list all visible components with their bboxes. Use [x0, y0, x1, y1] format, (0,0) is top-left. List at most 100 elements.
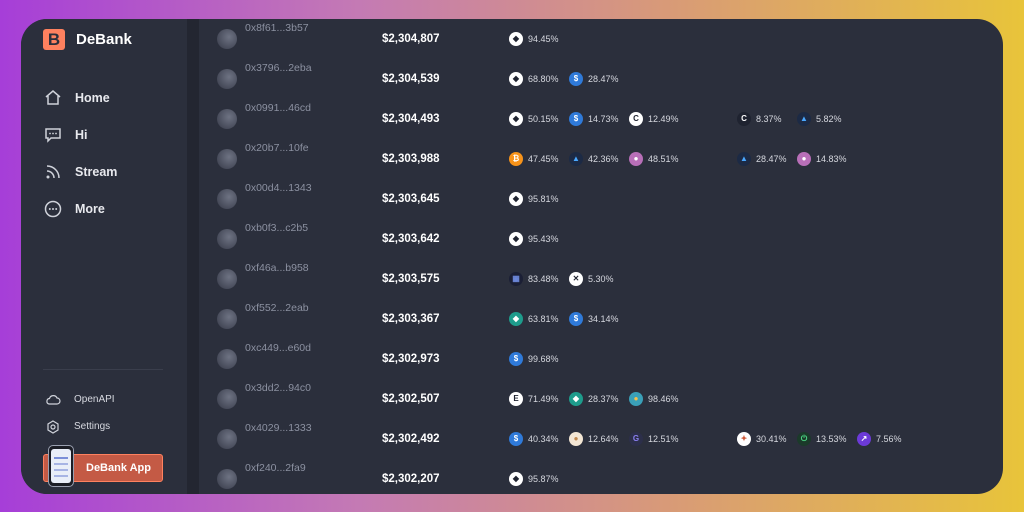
asset-chip: ⏻ 13.53% — [797, 419, 847, 459]
logo[interactable]: B DeBank — [43, 29, 132, 50]
net-worth-value: $2,304,539 — [382, 73, 440, 85]
holder-row[interactable]: 0xf46a...b958 $2,303,575 ▦ 83.48% ✕ 5.30% — [199, 259, 1003, 299]
nav-item-stream[interactable]: Stream — [43, 153, 117, 190]
wallet-address[interactable]: 0x3796...2eba — [245, 62, 312, 74]
asset-percentage: 48.51% — [648, 154, 679, 164]
asset-chip: ● 12.64% — [569, 419, 619, 459]
nav-item-openapi[interactable]: OpenAPI — [45, 386, 115, 413]
sidebar-gutter — [187, 19, 199, 494]
nav-item-more[interactable]: More — [43, 190, 117, 227]
asset-chip: C 8.37% — [737, 99, 782, 139]
wallet-address[interactable]: 0x4029...1333 — [245, 422, 312, 434]
holder-row[interactable]: 0x0991...46cd $2,304,493 ◆ 50.15% $14.73% C 12… — [199, 99, 1003, 139]
gear-icon — [47, 419, 59, 434]
holder-row[interactable]: 0xf552...2eab $2,303,367 ◆ 63.81% $34.14% — [199, 299, 1003, 339]
asset-chip: ◆ 95.43% — [509, 219, 559, 259]
nav-label: Settings — [74, 421, 111, 432]
avatar — [217, 149, 237, 169]
eth-token-icon: ◆ — [509, 112, 523, 126]
holder-row[interactable]: 0xc449...e60d $2,302,973 $99.68% — [199, 339, 1003, 379]
wallet-address[interactable]: 0x00d4...1343 — [245, 182, 312, 194]
asset-chip: ₿ 47.45% — [509, 139, 559, 179]
wallet-address[interactable]: 0x20b7...10fe — [245, 142, 309, 154]
net-worth-value: $2,303,642 — [382, 233, 440, 245]
asset-percentage: 28.37% — [588, 394, 619, 404]
nav-item-settings[interactable]: Settings — [45, 413, 115, 440]
asset-percentage: 7.56% — [876, 434, 902, 444]
usdc-token-icon: $ — [569, 312, 583, 326]
btc-token-icon: ₿ — [509, 152, 523, 166]
holder-row[interactable]: 0xb0f3...c2b5 $2,303,642 ◆ 95.43% — [199, 219, 1003, 259]
asset-percentage: 13.53% — [816, 434, 847, 444]
c-token-icon: C — [629, 112, 643, 126]
asset-percentage: 28.47% — [588, 74, 619, 84]
holders-list: 0x8f61...3b57 $2,304,807 ◆ 94.45% 0x3796...2… — [199, 19, 1003, 494]
ghost-token-icon: ● — [797, 152, 811, 166]
asset-percentage: 99.68% — [528, 354, 559, 364]
holder-row[interactable]: 0x20b7...10fe $2,303,988 ₿ 47.45% ▲ 42.36% ● 48… — [199, 139, 1003, 179]
asset-chip: ▦ 83.48% — [509, 259, 559, 299]
asset-percentage: 12.51% — [648, 434, 679, 444]
wallet-address[interactable]: 0x8f61...3b57 — [245, 22, 309, 34]
gem-token-icon: ◆ — [509, 312, 523, 326]
asset-percentage: 34.14% — [588, 314, 619, 324]
wallet-address[interactable]: 0x0991...46cd — [245, 102, 311, 114]
asset-chip: ◆ 68.80% — [509, 59, 559, 99]
avatar — [217, 389, 237, 409]
swirl-token-icon: ✦ — [737, 432, 751, 446]
wallet-address[interactable]: 0x3dd2...94c0 — [245, 382, 311, 394]
nav-item-hi[interactable]: Hi — [43, 116, 117, 153]
wallet-address[interactable]: 0xc449...e60d — [245, 342, 311, 354]
app-name: DeBank — [76, 31, 132, 48]
net-worth-value: $2,304,493 — [382, 113, 440, 125]
net-worth-value: $2,303,367 — [382, 313, 440, 325]
arb-token-icon: ▲ — [797, 112, 811, 126]
asset-percentage: 47.45% — [528, 154, 559, 164]
asset-percentage: 42.36% — [588, 154, 619, 164]
net-worth-value: $2,302,973 — [382, 353, 440, 365]
asset-chip: ✕ 5.30% — [569, 259, 614, 299]
eth-token-icon: ◆ — [509, 32, 523, 46]
holder-row[interactable]: 0x4029...1333 $2,302,492 $40.34% ● 12.64% G 12… — [199, 419, 1003, 459]
asset-chip: ▲ 5.82% — [797, 99, 842, 139]
holder-row[interactable]: 0x00d4...1343 $2,303,645 ◆ 95.81% — [199, 179, 1003, 219]
wallet-address[interactable]: 0xf552...2eab — [245, 302, 309, 314]
eth-token-icon: ◆ — [509, 192, 523, 206]
holder-row[interactable]: 0x3dd2...94c0 $2,302,507 E 71.49% ◆ 28.37% ● 98… — [199, 379, 1003, 419]
home-icon — [45, 89, 61, 105]
wallet-address[interactable]: 0xf240...2fa9 — [245, 462, 306, 474]
asset-chip: C 12.49% — [629, 99, 679, 139]
asset-chip: $34.14% — [569, 299, 619, 339]
avatar — [217, 269, 237, 289]
holder-row[interactable]: 0x8f61...3b57 $2,304,807 ◆ 94.45% — [199, 19, 1003, 59]
asset-percentage: 83.48% — [528, 274, 559, 284]
usdc-token-icon: $ — [569, 112, 583, 126]
asset-chip: ◆ 94.45% — [509, 19, 559, 59]
avatar — [217, 349, 237, 369]
asset-chip: ◆ 28.37% — [569, 379, 619, 419]
nav-item-home[interactable]: Home — [43, 79, 117, 116]
asset-chip: ▲ 42.36% — [569, 139, 619, 179]
asset-percentage: 63.81% — [528, 314, 559, 324]
net-worth-value: $2,304,807 — [382, 33, 440, 45]
asset-chip: ◆ 63.81% — [509, 299, 559, 339]
chat-icon — [45, 127, 61, 143]
holder-row[interactable]: 0x3796...2eba $2,304,539 ◆ 68.80% $28.47% — [199, 59, 1003, 99]
wallet-address[interactable]: 0xb0f3...c2b5 — [245, 222, 309, 234]
gem-token-icon: ◆ — [569, 392, 583, 406]
debank-app-button[interactable]: DeBank App — [43, 445, 163, 487]
e-token-icon: E — [509, 392, 523, 406]
net-worth-value: $2,303,575 — [382, 273, 440, 285]
stream-icon — [46, 164, 60, 178]
net-worth-value: $2,302,492 — [382, 433, 440, 445]
asset-chip: $28.47% — [569, 59, 619, 99]
nav-label: Home — [75, 90, 110, 105]
asset-percentage: 40.34% — [528, 434, 559, 444]
debank-logo-icon: B — [43, 29, 65, 50]
wallet-address[interactable]: 0xf46a...b958 — [245, 262, 309, 274]
holder-row[interactable]: 0xf240...2fa9 $2,302,207 ◆ 95.87% — [199, 459, 1003, 494]
asset-chip: ▲ 28.47% — [737, 139, 787, 179]
asset-percentage: 8.37% — [756, 114, 782, 124]
avatar — [217, 29, 237, 49]
chart-token-icon: ↗ — [857, 432, 871, 446]
